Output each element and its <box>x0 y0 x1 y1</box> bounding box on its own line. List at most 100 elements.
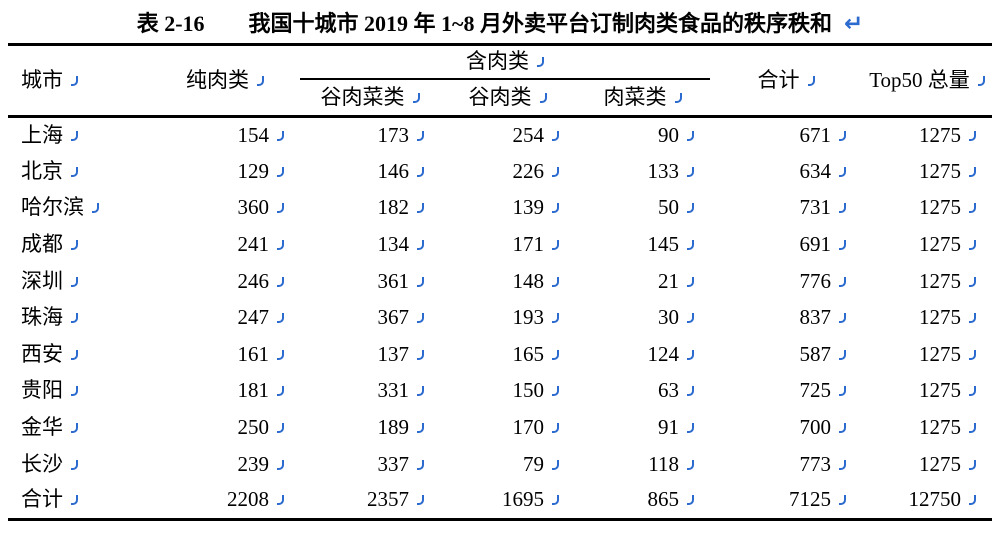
cell-end-mark-icon <box>277 423 284 434</box>
cell-end-mark-icon <box>92 203 99 214</box>
cell-end-mark-icon <box>839 459 846 470</box>
value-cell: 124 <box>575 336 710 373</box>
value-cell: 161 <box>150 336 300 373</box>
city-cell: 合计 <box>8 482 150 519</box>
cell-end-mark-icon <box>969 203 976 214</box>
col-header-total-label: 合计 <box>757 68 800 92</box>
value-label: 1275 <box>919 451 961 476</box>
value-label: 148 <box>512 268 545 293</box>
rank-sum-table: 城市 纯肉类 含肉类 合计 Top50 总量 谷肉菜类 谷肉类 肉菜类 上海 1… <box>8 43 992 521</box>
value-cell: 337 <box>300 446 440 483</box>
value-cell: 837 <box>710 299 862 336</box>
city-cell: 西安 <box>8 336 150 373</box>
col-header-grain-meat-label: 谷肉类 <box>468 84 532 109</box>
header-row-2: 谷肉菜类 谷肉类 肉菜类 <box>8 79 992 117</box>
value-label: 700 <box>799 415 832 440</box>
paragraph-return-icon: ↵ <box>844 11 864 37</box>
value-label: 226 <box>512 158 545 183</box>
value-cell: 146 <box>300 153 440 190</box>
cell-end-mark-icon <box>71 423 78 434</box>
city-label: 北京 <box>21 158 63 183</box>
col-header-meat-group: 含肉类 <box>300 44 710 80</box>
value-label: 1695 <box>502 487 544 512</box>
value-cell: 137 <box>300 336 440 373</box>
value-cell: 170 <box>440 409 575 446</box>
cell-end-mark-icon <box>71 313 78 324</box>
value-label: 137 <box>377 341 410 366</box>
cell-end-mark-icon <box>417 203 424 214</box>
cell-end-mark-icon <box>969 313 976 324</box>
cell-end-mark-icon <box>537 57 544 68</box>
value-cell: 148 <box>440 263 575 300</box>
cell-end-mark-icon <box>552 349 559 360</box>
cell-end-mark-icon <box>71 349 78 360</box>
col-header-grain-meat-veg: 谷肉菜类 <box>300 79 440 117</box>
value-label: 189 <box>377 415 410 440</box>
value-label: 1275 <box>919 415 961 440</box>
value-cell: 1275 <box>862 190 992 227</box>
city-cell: 上海 <box>8 117 150 154</box>
cell-end-mark-icon <box>552 423 559 434</box>
value-label: 193 <box>512 305 545 330</box>
cell-end-mark-icon <box>969 349 976 360</box>
cell-end-mark-icon <box>412 92 420 103</box>
cell-end-mark-icon <box>674 92 682 103</box>
table-row: 上海 154 173 254 90 671 1275 <box>8 117 992 154</box>
city-label: 贵阳 <box>21 378 63 403</box>
value-label: 181 <box>237 378 270 403</box>
cell-end-mark-icon <box>71 459 78 470</box>
value-label: 171 <box>512 232 545 257</box>
cell-end-mark-icon <box>552 276 559 287</box>
table-row: 深圳 246 361 148 21 776 1275 <box>8 263 992 300</box>
value-cell: 63 <box>575 373 710 410</box>
cell-end-mark-icon <box>257 76 264 86</box>
cell-end-mark-icon <box>687 203 694 214</box>
value-label: 139 <box>512 195 545 220</box>
cell-end-mark-icon <box>969 495 976 506</box>
cell-end-mark-icon <box>969 276 976 287</box>
table-row: 金华 250 189 170 91 700 1275 <box>8 409 992 446</box>
value-cell: 246 <box>150 263 300 300</box>
city-label: 哈尔滨 <box>21 195 84 220</box>
cell-end-mark-icon <box>839 423 846 434</box>
cell-end-mark-icon <box>552 459 559 470</box>
value-cell: 361 <box>300 263 440 300</box>
value-label: 837 <box>799 305 832 330</box>
value-label: 1275 <box>919 195 961 220</box>
value-label: 725 <box>799 378 832 403</box>
cell-end-mark-icon <box>71 131 78 142</box>
value-cell: 250 <box>150 409 300 446</box>
city-label: 成都 <box>21 232 63 257</box>
cell-end-mark-icon <box>277 313 284 324</box>
value-cell: 1695 <box>440 482 575 519</box>
value-label: 361 <box>377 268 410 293</box>
value-label: 360 <box>237 195 270 220</box>
city-cell: 贵阳 <box>8 373 150 410</box>
table-row: 贵阳 181 331 150 63 725 1275 <box>8 373 992 410</box>
value-label: 1275 <box>919 378 961 403</box>
value-cell: 1275 <box>862 336 992 373</box>
value-cell: 50 <box>575 190 710 227</box>
cell-end-mark-icon <box>839 313 846 324</box>
value-cell: 1275 <box>862 226 992 263</box>
table-row: 北京 129 146 226 133 634 1275 <box>8 153 992 190</box>
value-label: 2357 <box>367 487 409 512</box>
cell-end-mark-icon <box>839 495 846 506</box>
value-cell: 129 <box>150 153 300 190</box>
city-label: 西安 <box>21 341 63 366</box>
col-header-grain-meat: 谷肉类 <box>440 79 575 117</box>
value-cell: 118 <box>575 446 710 483</box>
city-cell: 成都 <box>8 226 150 263</box>
value-label: 1275 <box>919 305 961 330</box>
cell-end-mark-icon <box>277 349 284 360</box>
table-row: 长沙 239 337 79 118 773 1275 <box>8 446 992 483</box>
value-label: 367 <box>377 305 410 330</box>
cell-end-mark-icon <box>839 166 846 177</box>
cell-end-mark-icon <box>687 313 694 324</box>
cell-end-mark-icon <box>839 131 846 142</box>
value-cell: 145 <box>575 226 710 263</box>
table-header: 城市 纯肉类 含肉类 合计 Top50 总量 谷肉菜类 谷肉类 肉菜类 <box>8 44 992 117</box>
value-label: 21 <box>658 268 679 293</box>
value-label: 50 <box>658 195 679 220</box>
cell-end-mark-icon <box>839 203 846 214</box>
